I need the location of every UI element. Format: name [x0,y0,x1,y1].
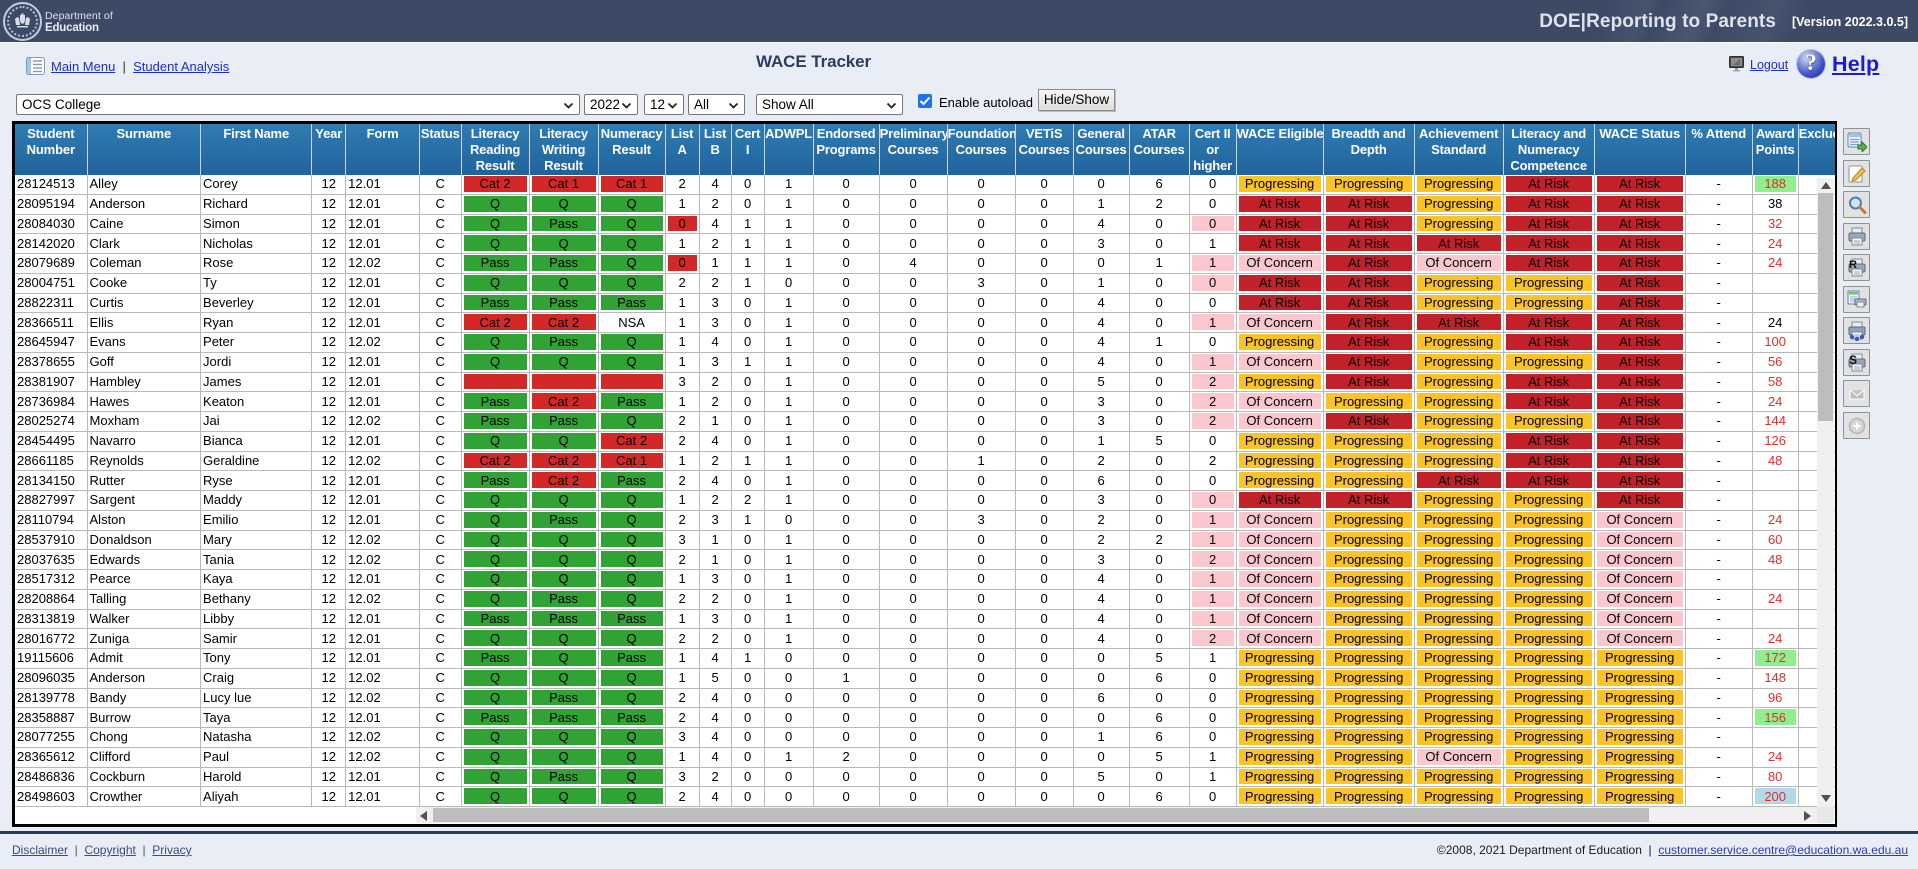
svg-text:R: R [1849,259,1857,271]
svg-text:S: S [1849,353,1857,367]
